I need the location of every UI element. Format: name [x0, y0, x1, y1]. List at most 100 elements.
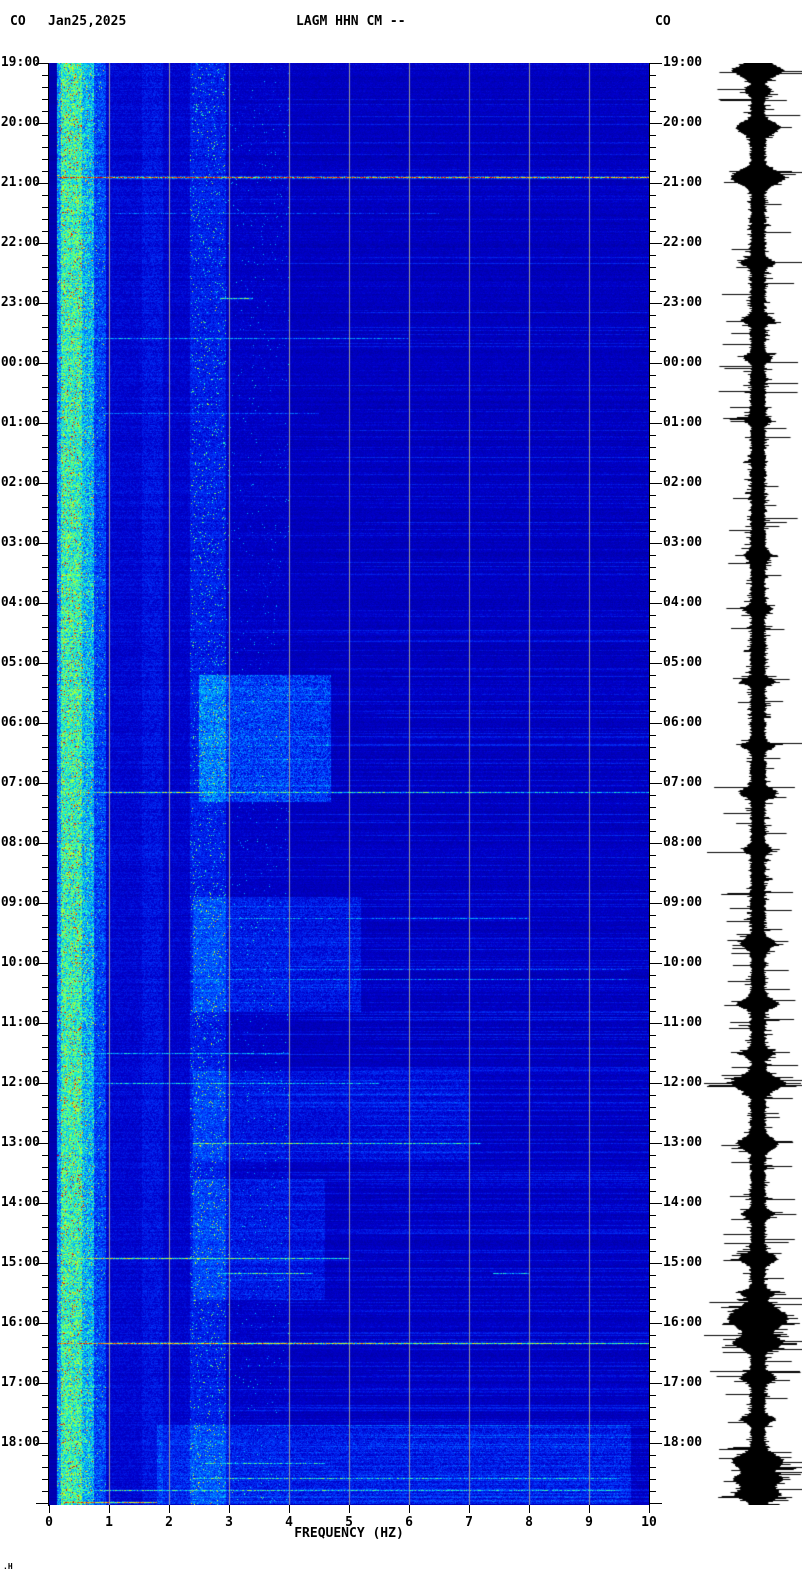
- axis-tick: [42, 1287, 48, 1288]
- time-tick-label-right: 16:00: [663, 1315, 703, 1330]
- axis-tick: [42, 531, 48, 532]
- time-tick-label-right: 05:00: [663, 655, 703, 670]
- axis-tick: [42, 627, 48, 628]
- axis-tick: [650, 651, 656, 652]
- axis-tick: [36, 1143, 48, 1144]
- axis-tick: [650, 1011, 656, 1012]
- time-tick-label-right: 18:00: [663, 1435, 703, 1450]
- axis-tick: [42, 207, 48, 208]
- axis-tick: [42, 315, 48, 316]
- axis-tick: [42, 711, 48, 712]
- axis-tick: [42, 447, 48, 448]
- time-tick-label-left: 19:00: [0, 55, 40, 70]
- axis-tick: [650, 423, 662, 424]
- axis-tick: [42, 999, 48, 1000]
- axis-tick: [650, 399, 656, 400]
- axis-tick: [650, 555, 656, 556]
- axis-tick: [650, 375, 656, 376]
- axis-tick: [42, 1167, 48, 1168]
- axis-tick: [649, 1505, 650, 1513]
- time-tick-label-right: 11:00: [663, 1015, 703, 1030]
- axis-tick: [36, 963, 48, 964]
- freq-tick-label: 2: [165, 1515, 173, 1530]
- network-code-right: CO: [655, 14, 671, 29]
- freq-axis-title: FREQUENCY (HZ): [294, 1526, 404, 1541]
- axis-tick: [42, 411, 48, 412]
- axis-tick: [36, 603, 48, 604]
- axis-tick: [36, 363, 48, 364]
- time-tick-label-right: 19:00: [663, 55, 703, 70]
- axis-tick: [36, 1503, 48, 1504]
- axis-tick: [650, 1083, 662, 1084]
- axis-tick: [650, 495, 656, 496]
- axis-tick: [650, 627, 656, 628]
- axis-tick: [42, 231, 48, 232]
- axis-tick: [42, 1047, 48, 1048]
- time-tick-label-right: 08:00: [663, 835, 703, 850]
- axis-tick: [42, 1095, 48, 1096]
- freq-tick-label: 7: [465, 1515, 473, 1530]
- axis-tick: [650, 447, 656, 448]
- axis-tick: [650, 807, 656, 808]
- axis-tick: [650, 75, 656, 76]
- axis-tick: [650, 591, 656, 592]
- axis-tick: [49, 1505, 50, 1513]
- axis-tick: [650, 471, 656, 472]
- axis-tick: [650, 87, 656, 88]
- axis-tick: [650, 279, 656, 280]
- axis-tick: [650, 723, 662, 724]
- axis-tick: [650, 123, 662, 124]
- time-tick-label-left: 12:00: [0, 1075, 40, 1090]
- axis-tick: [650, 771, 656, 772]
- axis-tick: [42, 171, 48, 172]
- axis-tick: [650, 1419, 656, 1420]
- time-tick-label-left: 23:00: [0, 295, 40, 310]
- axis-tick: [42, 495, 48, 496]
- axis-tick: [650, 483, 662, 484]
- axis-tick: [42, 555, 48, 556]
- axis-tick: [42, 1431, 48, 1432]
- axis-tick: [650, 1455, 656, 1456]
- axis-tick: [650, 183, 662, 184]
- time-tick-label-left: 15:00: [0, 1255, 40, 1270]
- axis-tick: [650, 735, 656, 736]
- time-tick-label-right: 01:00: [663, 415, 703, 430]
- station-title: LAGM HHN CM --: [296, 14, 406, 29]
- axis-tick: [42, 1215, 48, 1216]
- axis-tick: [650, 1131, 656, 1132]
- axis-tick: [650, 687, 656, 688]
- freq-tick-label: 10: [641, 1515, 657, 1530]
- freq-tick-label: 4: [285, 1515, 293, 1530]
- axis-tick: [650, 1323, 662, 1324]
- axis-tick: [650, 195, 656, 196]
- axis-tick: [42, 1179, 48, 1180]
- axis-tick: [529, 1505, 530, 1513]
- axis-tick: [289, 1505, 290, 1513]
- time-tick-label-left: 13:00: [0, 1135, 40, 1150]
- axis-tick: [42, 1059, 48, 1060]
- axis-tick: [650, 1191, 656, 1192]
- time-tick-label-left: 17:00: [0, 1375, 40, 1390]
- axis-tick: [650, 843, 662, 844]
- time-tick-label-right: 02:00: [663, 475, 703, 490]
- time-tick-label-right: 04:00: [663, 595, 703, 610]
- axis-tick: [42, 915, 48, 916]
- time-tick-label-left: 00:00: [0, 355, 40, 370]
- time-tick-label-right: 03:00: [663, 535, 703, 550]
- axis-tick: [42, 651, 48, 652]
- axis-tick: [109, 1505, 110, 1513]
- axis-tick: [650, 903, 662, 904]
- time-tick-label-right: 20:00: [663, 115, 703, 130]
- axis-tick: [42, 819, 48, 820]
- axis-tick: [650, 855, 656, 856]
- axis-tick: [650, 1467, 656, 1468]
- axis-tick: [650, 171, 656, 172]
- axis-tick: [36, 1023, 48, 1024]
- axis-tick: [36, 543, 48, 544]
- axis-tick: [650, 879, 656, 880]
- time-tick-label-left: 10:00: [0, 955, 40, 970]
- axis-tick: [42, 675, 48, 676]
- corner-mark: .H: [3, 1562, 13, 1571]
- axis-tick: [650, 1215, 656, 1216]
- axis-tick: [650, 507, 656, 508]
